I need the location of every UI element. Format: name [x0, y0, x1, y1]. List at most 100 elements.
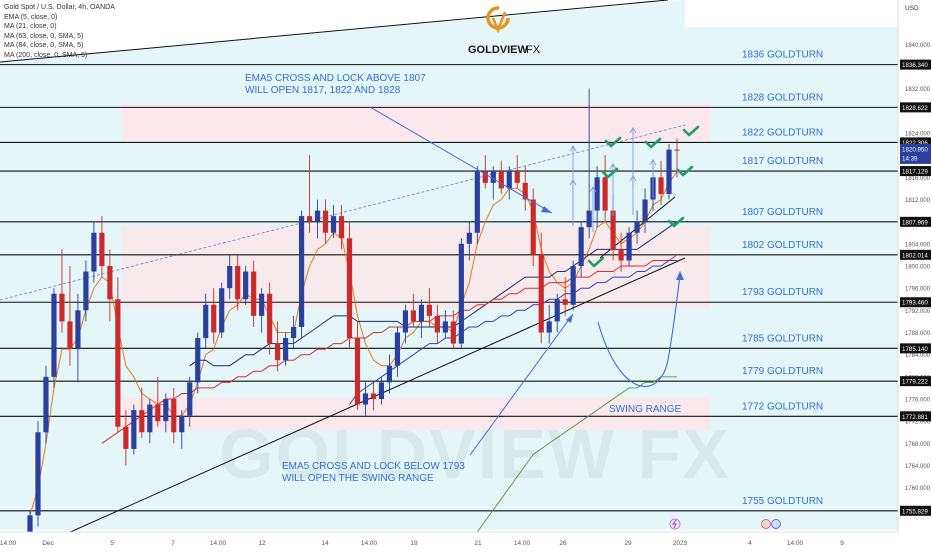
- time-tick-label: 7: [171, 540, 175, 547]
- candle-bear: [346, 221, 353, 350]
- candle-bear: [562, 277, 568, 316]
- candle-body: [275, 343, 281, 361]
- bottom-note-line-2: WILL OPEN THE SWING RANGE: [282, 473, 434, 484]
- candle-body: [267, 293, 273, 344]
- price-badge: [900, 216, 931, 227]
- candle-body: [386, 365, 393, 383]
- flag-icon: [761, 519, 771, 529]
- candle-body: [51, 293, 57, 377]
- candle-bear: [530, 188, 536, 266]
- candle-bull: [474, 166, 480, 244]
- price-tick-label: 1784.000: [905, 353, 931, 359]
- time-tick-label: 14:00: [210, 540, 227, 547]
- candle-bull: [458, 238, 464, 350]
- swing-curve: [597, 274, 681, 387]
- candle-body: [298, 216, 305, 327]
- price-badge: [900, 137, 931, 148]
- candle-bull: [227, 254, 233, 300]
- price-badge: [900, 505, 931, 516]
- candle-bear: [99, 216, 105, 278]
- goldturn-label: 1785 GOLDTURN: [742, 333, 823, 344]
- goldturn-label: 1817 GOLDTURN: [742, 156, 823, 167]
- price-badge-label: 1822.306: [902, 140, 928, 147]
- price-tick-label: 1764.000: [905, 464, 931, 470]
- price-badge: [900, 411, 931, 422]
- candle-bear: [59, 249, 65, 333]
- candle-bear: [211, 288, 217, 344]
- legend-symbol-title: Gold Spot / U.S. Dollar, 4h, OANDA: [4, 4, 115, 11]
- candle-body: [482, 171, 488, 183]
- price-badge-label: 1828.622: [902, 105, 928, 112]
- candle-body: [642, 199, 648, 222]
- candle-body: [442, 321, 448, 333]
- candle-body: [147, 404, 153, 433]
- annotation-texts: EMA5 CROSS AND LOCK ABOVE 1807 WILL OPEN…: [245, 73, 682, 484]
- price-badge: [900, 376, 931, 387]
- goldturn-label: 1802 GOLDTURN: [742, 240, 823, 251]
- candle-bull: [394, 326, 401, 377]
- price-tick-label: 1804.000: [905, 242, 931, 248]
- candle-bull: [187, 376, 193, 427]
- candle-bull: [75, 293, 81, 383]
- candle-bull: [418, 299, 424, 339]
- candle-body: [43, 376, 49, 433]
- candle-bull: [386, 354, 393, 394]
- price-tick-label: 1812.000: [905, 198, 931, 204]
- candle-body: [251, 271, 257, 316]
- price-badge-label: 1755.829: [902, 508, 928, 515]
- time-tick-label: 4: [748, 540, 752, 547]
- candle-body: [338, 216, 345, 239]
- time-tick-label: 29: [624, 540, 632, 547]
- candle-bull: [203, 293, 209, 350]
- price-badge-label: 1836.340: [902, 62, 928, 69]
- candle-body: [322, 210, 329, 233]
- candle-body: [35, 432, 41, 516]
- candle-body: [219, 288, 225, 333]
- candle-bear: [514, 155, 520, 189]
- candle-body: [195, 338, 201, 383]
- top-note-line-1: EMA5 CROSS AND LOCK ABOVE 1807: [245, 73, 426, 84]
- price-axis[interactable]: [897, 0, 932, 550]
- candle-body: [570, 266, 576, 305]
- time-tick-label: Dec: [42, 540, 54, 547]
- candle-bull: [131, 404, 137, 455]
- swing-range-label: SWING RANGE: [609, 404, 682, 415]
- goldview-logo: GOLDVIEW FX: [468, 6, 541, 56]
- check-icon: [644, 137, 662, 149]
- time-axis[interactable]: [0, 531, 932, 550]
- legend-indicator: MA (200, close, 0, SMA, 5): [4, 51, 88, 59]
- candle-bull: [195, 332, 201, 394]
- check-icon: [587, 256, 605, 268]
- goldturn-label: 1836 GOLDTURN: [742, 50, 823, 61]
- candle-body: [674, 149, 680, 151]
- candle-bear: [171, 387, 177, 444]
- candle-body: [666, 149, 672, 194]
- time-tick-label: 2023: [673, 540, 688, 547]
- time-tick-label: 14:00: [361, 540, 378, 547]
- goldturn-label: 1793 GOLDTURN: [742, 287, 823, 298]
- time-tick-label: 5: [110, 540, 114, 547]
- current-price-label: 1820.950: [902, 146, 928, 153]
- price-badge-label: 1785.140: [902, 346, 928, 353]
- candle-bear: [235, 254, 241, 311]
- price-tick-label: 1788.000: [905, 331, 931, 337]
- candle-bear: [522, 166, 528, 211]
- candle-bear: [139, 387, 145, 438]
- candle-bear: [410, 293, 417, 327]
- time-tick-label: 12: [258, 540, 266, 547]
- candle-body: [602, 177, 608, 211]
- channel-upper-line: [0, 0, 669, 63]
- ma21-line: [189, 221, 678, 367]
- candle-body: [514, 171, 520, 183]
- candle-body: [283, 338, 289, 361]
- chart-legend: Gold Spot / U.S. Dollar, 4h, OANDA EMA (…: [4, 3, 115, 61]
- price-tick-label: 1840.000: [905, 43, 931, 49]
- candle-bull: [259, 288, 265, 333]
- price-badge-label: 1802.014: [902, 252, 928, 259]
- diagonal-arrow-up: [469, 313, 574, 456]
- candle-bear: [115, 277, 121, 433]
- time-tick-label: 9: [840, 540, 844, 547]
- candle-body: [227, 266, 233, 289]
- candle-bull: [243, 266, 249, 305]
- candle-body: [626, 232, 632, 261]
